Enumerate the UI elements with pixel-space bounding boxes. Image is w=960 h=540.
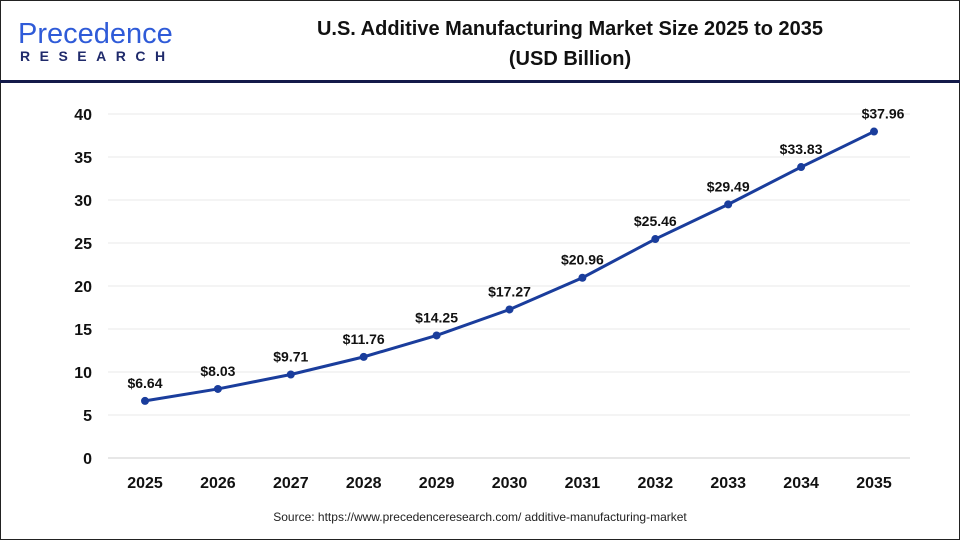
logo-top-text: Precedence	[18, 18, 173, 50]
x-tick-label: 2027	[273, 475, 309, 492]
x-tick-label: 2032	[638, 475, 674, 492]
data-label: $29.49	[707, 178, 750, 194]
data-label: $17.27	[488, 283, 531, 299]
data-label: $8.03	[200, 363, 235, 379]
y-tick-label: 40	[74, 107, 92, 124]
data-point	[651, 235, 660, 244]
chart-title: U.S. Additive Manufacturing Market Size …	[250, 14, 890, 74]
data-point	[432, 331, 441, 340]
x-tick-label: 2031	[565, 475, 601, 492]
data-point	[724, 200, 733, 209]
title-line-1: U.S. Additive Manufacturing Market Size …	[316, 18, 824, 40]
x-tick-label: 2029	[419, 475, 455, 492]
y-tick-label: 35	[74, 150, 92, 167]
precedence-research-logo: Precedence RESEARCH	[18, 18, 175, 65]
y-tick-label: 20	[74, 279, 92, 296]
data-label: $6.64	[127, 375, 162, 391]
data-point	[578, 273, 587, 282]
x-tick-label: 2035	[856, 475, 892, 492]
y-tick-label: 15	[74, 322, 92, 339]
title-line-2: (USD Billion)	[508, 48, 632, 70]
source-note: Source: https://www.precedenceresearch.c…	[273, 510, 687, 524]
data-label: $14.25	[415, 309, 458, 325]
data-point	[797, 163, 806, 172]
data-label: $37.96	[862, 106, 905, 122]
y-tick-label: 25	[74, 236, 92, 253]
data-label: $20.96	[561, 252, 604, 268]
data-label: $25.46	[634, 213, 677, 229]
y-tick-label: 5	[83, 408, 92, 425]
header-divider	[0, 80, 960, 83]
data-point	[213, 384, 222, 393]
y-tick-label: 10	[74, 365, 92, 382]
data-point	[286, 370, 295, 379]
data-label: $9.71	[273, 348, 308, 364]
x-tick-label: 2030	[492, 475, 528, 492]
logo-bottom-text: RESEARCH	[20, 48, 175, 64]
x-tick-label: 2028	[346, 475, 382, 492]
series-line	[144, 130, 875, 403]
y-tick-label: 30	[74, 193, 92, 210]
data-point	[359, 352, 368, 361]
data-point	[141, 396, 149, 405]
x-tick-label: 2033	[710, 475, 746, 492]
y-tick-label: 0	[83, 451, 92, 468]
data-point	[870, 127, 878, 136]
data-label: $33.83	[780, 141, 823, 157]
data-point	[505, 305, 514, 314]
x-tick-label: 2034	[783, 475, 819, 492]
x-tick-label: 2025	[127, 475, 163, 492]
data-label: $11.76	[343, 331, 385, 347]
x-tick-label: 2026	[200, 475, 236, 492]
